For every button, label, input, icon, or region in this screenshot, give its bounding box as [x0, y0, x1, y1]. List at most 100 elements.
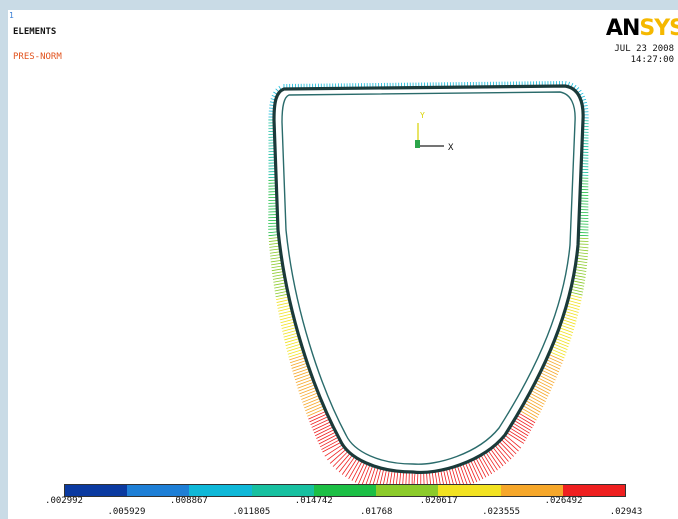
pressure-arrow	[277, 304, 291, 309]
pressure-arrow	[532, 387, 549, 397]
graphics-viewport[interactable]: 1 ELEMENTS PRES-NORM ANSYS JUL 23 2008 1…	[8, 10, 678, 519]
pressure-arrow	[271, 265, 283, 269]
pressure-arrow	[271, 262, 283, 266]
pressure-arrow	[278, 307, 292, 312]
pressure-arrow	[573, 274, 586, 278]
contour-legend-bar	[64, 484, 626, 497]
pressure-arrow	[575, 266, 587, 269]
legend-tick-label: .01768	[359, 507, 393, 517]
pressure-arrow	[567, 302, 581, 308]
pressure-arrow	[566, 305, 580, 311]
model-display[interactable]: Y X	[8, 10, 678, 519]
pressure-arrow	[268, 234, 279, 237]
legend-tick-label: .014742	[294, 496, 333, 506]
model-inner-edge	[281, 91, 576, 465]
pressure-arrow	[309, 413, 328, 423]
pressure-arrow	[577, 249, 589, 252]
pressure-arrow	[290, 360, 307, 366]
pressure-arrow	[518, 412, 536, 424]
pressure-arrow	[300, 389, 318, 398]
pressure-arrow	[544, 361, 561, 370]
legend-swatch	[251, 485, 314, 496]
pressure-arrow	[274, 285, 287, 289]
pressure-arrow	[269, 251, 281, 254]
pressure-arrow	[291, 362, 308, 369]
pressure-arrow	[308, 410, 327, 420]
pressure-arrow	[294, 370, 311, 378]
pressure-arrow	[317, 431, 337, 442]
pressure-arrow	[576, 254, 588, 258]
pressure-arrow	[571, 286, 584, 290]
pressure-arrow	[279, 316, 294, 321]
pressure-arrow	[302, 395, 320, 403]
pressure-arrow	[284, 335, 299, 341]
pressure-arrow	[542, 367, 558, 375]
pressure-arrow	[496, 443, 512, 460]
pressure-arrow	[525, 400, 542, 410]
pressure-arrow	[313, 423, 333, 434]
pressure-arrow	[270, 254, 282, 257]
legend-tick-label: .008867	[169, 496, 208, 506]
pressure-arrow	[289, 357, 306, 364]
pressure-arrow	[472, 458, 484, 480]
coordinate-triad: Y X	[415, 111, 454, 153]
pressure-arrow	[287, 349, 304, 355]
pressure-arrow	[475, 457, 487, 478]
pressure-arrow	[354, 462, 366, 483]
pressure-arrow	[269, 248, 281, 251]
pressure-arrow	[485, 451, 498, 471]
pressure-arrow	[273, 282, 286, 286]
pressure-arrow	[506, 432, 525, 444]
pressure-arrow	[274, 288, 288, 292]
pressure-arrow	[552, 343, 568, 350]
pressure-arrow	[512, 422, 530, 434]
pressure-arrow	[550, 348, 566, 356]
pressure-arrow	[364, 465, 374, 487]
pressure-arrow	[533, 385, 550, 394]
pressure-arrow	[538, 374, 555, 384]
pressure-arrow	[281, 324, 296, 329]
pressure-arrow	[516, 415, 534, 426]
pressure-arrow	[565, 308, 579, 313]
pressure-arrow	[572, 280, 585, 284]
pressure-arrow	[304, 400, 322, 409]
legend-tick-label: .023555	[482, 507, 521, 517]
pressure-arrow	[299, 387, 317, 395]
pressure-arrow	[573, 277, 586, 281]
legend-tick-label: .026492	[544, 496, 583, 506]
pressure-arrow	[321, 439, 341, 450]
pressure-arrow	[551, 346, 567, 353]
pressure-arrow	[319, 436, 339, 448]
pressure-arrow	[547, 356, 563, 364]
pressure-arrow	[273, 279, 286, 283]
pressure-arrow	[470, 460, 481, 481]
legend-tick-label: .011805	[232, 507, 271, 517]
pressure-arrow	[322, 441, 342, 453]
pressure-arrow	[574, 271, 586, 275]
pressure-arrow	[548, 353, 564, 362]
pressure-arrow	[288, 351, 304, 358]
pressure-arrow	[462, 463, 472, 485]
pressure-arrow	[327, 446, 345, 461]
legend-swatch	[500, 485, 563, 496]
ansys-logo: ANSYS	[605, 16, 678, 41]
pressure-arrow	[559, 327, 574, 334]
pressure-arrow	[307, 408, 325, 417]
triad-y-label: Y	[420, 111, 425, 120]
pressure-arrow	[332, 450, 349, 467]
pressure-arrow	[477, 456, 490, 476]
pressure-arrow	[498, 441, 514, 457]
pressure-arrow	[318, 434, 338, 445]
pressure-arrow	[329, 448, 347, 464]
pressure-arrow	[277, 302, 291, 306]
pressure-arrow	[519, 410, 537, 421]
pressure-arrow	[272, 271, 284, 274]
pressure-arrow	[305, 403, 323, 412]
pressure-arrow	[504, 434, 522, 449]
pressure-arrow	[541, 369, 557, 378]
pressure-arrow	[537, 377, 554, 386]
pressure-arrow	[577, 246, 589, 249]
pressure-arrow	[490, 448, 504, 467]
pressure-arrow	[303, 397, 321, 406]
pressure-arrow	[558, 330, 573, 336]
